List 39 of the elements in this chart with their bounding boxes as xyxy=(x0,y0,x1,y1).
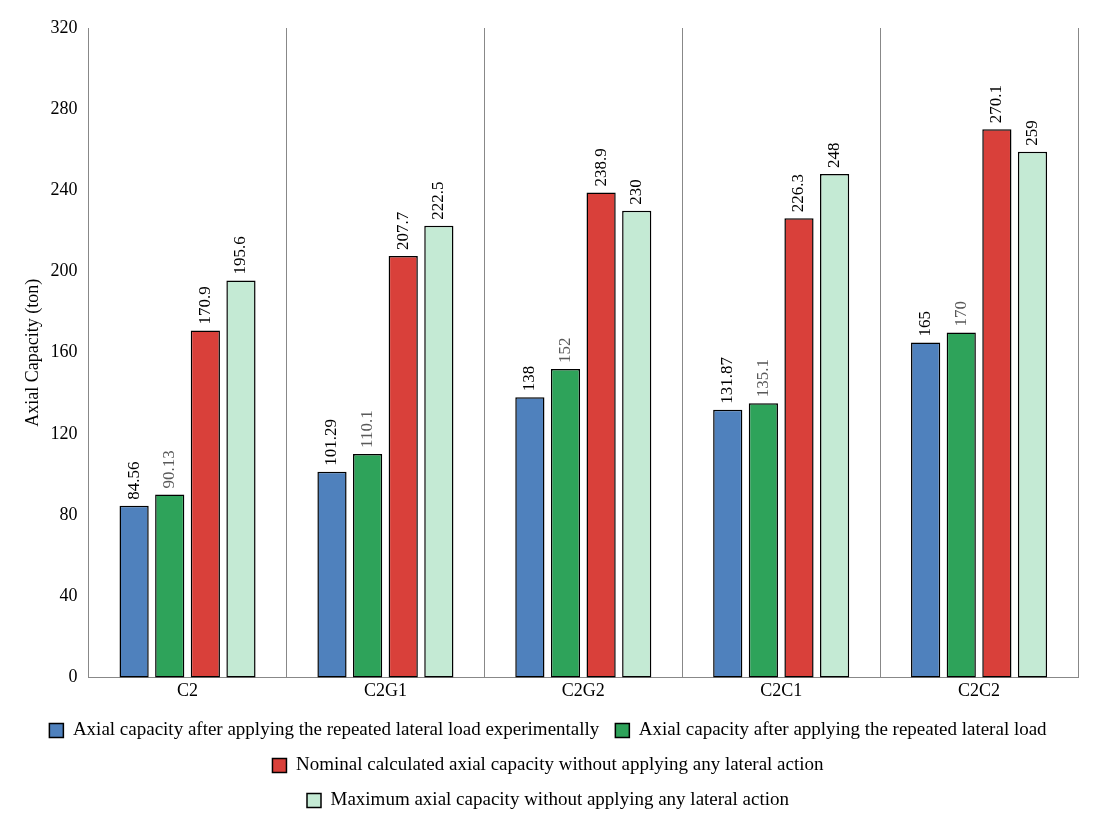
data-label: 138 xyxy=(519,365,539,392)
data-label: 152 xyxy=(554,337,574,363)
y-tick-label: 120 xyxy=(50,422,78,443)
x-tick-label: C2 xyxy=(177,679,199,700)
data-label: 170 xyxy=(950,300,970,327)
data-label: 84.56 xyxy=(123,461,143,500)
data-label: 131.87 xyxy=(717,356,737,404)
data-label: 248 xyxy=(824,142,844,169)
data-label: 259 xyxy=(1021,120,1041,146)
y-tick-label: 160 xyxy=(50,341,78,362)
legend-label: Maximum axial capacity without applying any lateral action xyxy=(330,788,790,810)
data-label: 101.29 xyxy=(321,419,341,466)
y-tick-label: 200 xyxy=(50,260,78,281)
legend-label: Nominal calculated axial capacity without applying any lateral action xyxy=(295,753,825,775)
data-label: 230 xyxy=(626,179,646,205)
y-tick-label: 0 xyxy=(68,666,78,687)
y-tick-label: 40 xyxy=(59,584,78,605)
data-label: 170.9 xyxy=(194,286,214,325)
x-tick-label: C2G1 xyxy=(363,679,407,700)
x-tick-label: C2G2 xyxy=(561,679,605,700)
y-axis-title: Axial Capacity (ton) xyxy=(21,278,43,427)
data-label: 165 xyxy=(915,311,935,337)
x-tick-label: C2C1 xyxy=(760,679,803,700)
data-label: 270.1 xyxy=(986,85,1006,124)
y-tick-label: 320 xyxy=(50,16,78,37)
data-label: 207.7 xyxy=(392,211,412,250)
y-tick-label: 240 xyxy=(50,179,78,200)
data-label: 90.13 xyxy=(159,450,179,489)
legend-label: Axial capacity after applying the repeated lateral load xyxy=(638,718,1048,740)
data-label: 195.6 xyxy=(230,236,250,275)
data-label: 135.1 xyxy=(752,358,772,398)
data-label: 238.9 xyxy=(590,148,610,187)
data-label: 222.5 xyxy=(428,181,448,220)
y-tick-label: 80 xyxy=(59,503,78,524)
legend-label: Axial capacity after applying the repeated lateral load experimentally xyxy=(72,718,600,740)
x-tick-label: C2C2 xyxy=(958,679,1001,700)
data-label: 110.1 xyxy=(357,410,377,448)
y-tick-label: 280 xyxy=(50,97,78,118)
data-label: 226.3 xyxy=(788,173,808,213)
